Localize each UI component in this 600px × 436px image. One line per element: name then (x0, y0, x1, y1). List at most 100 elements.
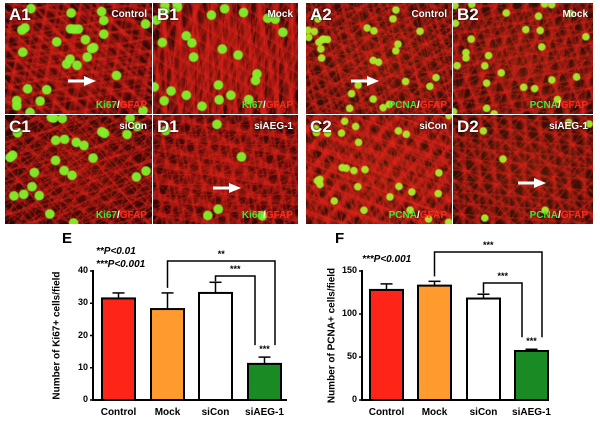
panel-label-a2: A2 (310, 5, 332, 24)
x-tick-label: Control (100, 407, 137, 418)
y-tick-label: 30 (77, 297, 88, 308)
micrograph-a2: A2 Control PCNA/GFAP (306, 3, 452, 114)
micrograph-a1: A1 Control Ki67/GFAP (5, 3, 152, 114)
stain-red-label: GFAP (419, 100, 447, 111)
stain-legend: PCNA/GFAP (530, 210, 588, 221)
arrow-icon (518, 175, 546, 188)
condition-label: siAEG-1 (254, 121, 293, 132)
panel-label-d1: D1 (157, 117, 179, 136)
significance-stars-bar: *** (259, 344, 270, 355)
stain-separator: / (262, 100, 266, 111)
y-axis-label: Number of Ki67+ cells/field (51, 270, 63, 400)
micrograph-b1: B1 Mock Ki67/GFAP (153, 3, 298, 114)
significance-stars-bar: *** (526, 336, 537, 347)
stain-legend: Ki67/GFAP (242, 210, 293, 221)
y-tick-label: 0 (82, 394, 88, 404)
stain-separator: / (557, 100, 561, 111)
micrograph-texture (306, 115, 452, 224)
stain-separator: / (116, 100, 120, 111)
x-tick-label: siAEG-1 (512, 407, 551, 418)
stain-legend: Ki67/GFAP (96, 210, 147, 221)
micrograph-d1: D1 siAEG-1 Ki67/GFAP (153, 115, 298, 224)
x-tick-label: siCon (201, 407, 230, 418)
y-tick-label: 10 (77, 361, 88, 372)
arrow-icon (68, 73, 96, 86)
significance-stars-inner: *** (229, 264, 241, 274)
stain-green-label: PCNA (529, 100, 558, 111)
y-tick-label: 0 (351, 394, 357, 404)
arrow-icon (351, 73, 379, 86)
y-tick-label: 50 (346, 351, 357, 361)
micrograph-texture (153, 3, 298, 114)
x-tick-label: siCon (469, 407, 498, 418)
stain-green-label: Ki67 (241, 100, 263, 111)
condition-label: Control (111, 9, 147, 20)
y-tick-label: 100 (341, 308, 357, 318)
stain-legend: Ki67/GFAP (96, 100, 147, 111)
micrograph-texture (5, 115, 152, 224)
condition-label: siCon (419, 121, 447, 132)
stain-separator: / (557, 210, 561, 221)
stain-legend: Ki67/GFAP (242, 100, 293, 111)
micrograph-texture (453, 3, 593, 114)
condition-label: Mock (562, 9, 588, 20)
stain-red-label: GFAP (419, 210, 447, 221)
stain-green-label: PCNA (388, 100, 417, 111)
panel-label-b1: B1 (157, 5, 179, 24)
stain-red-label: GFAP (560, 100, 588, 111)
stain-separator: / (416, 100, 420, 111)
arrow-icon (213, 180, 241, 193)
stain-separator: / (262, 210, 266, 221)
stain-separator: / (416, 210, 420, 221)
stain-legend: PCNA/GFAP (389, 210, 447, 221)
x-tick-label: Mock (154, 407, 181, 418)
condition-label: siAEG-1 (549, 121, 588, 132)
stain-legend: PCNA/GFAP (530, 100, 588, 111)
significance-stars-outer: ** (217, 249, 225, 259)
x-tick-label: siAEG-1 (245, 407, 284, 418)
p-value-note: ***P<0.001 (362, 254, 412, 265)
stain-green-label: PCNA (529, 210, 558, 221)
stain-red-label: GFAP (265, 210, 293, 221)
y-axis-label: Number of PCNA+ cells/field (326, 267, 338, 403)
stain-red-label: GFAP (560, 210, 588, 221)
stain-red-label: GFAP (119, 210, 147, 221)
panel-label-c2: C2 (310, 117, 332, 136)
stain-green-label: Ki67 (241, 210, 263, 221)
stain-green-label: Ki67 (95, 100, 117, 111)
stain-red-label: GFAP (119, 100, 147, 111)
panel-label-c1: C1 (9, 117, 31, 136)
stain-green-label: Ki67 (95, 210, 117, 221)
stain-separator: / (116, 210, 120, 221)
x-tick-label: Mock (421, 407, 448, 418)
condition-label: siCon (119, 121, 147, 132)
condition-label: Control (411, 9, 447, 20)
y-tick-label: 20 (77, 329, 88, 340)
significance-stars-outer: *** (482, 240, 494, 250)
panel-label-a1: A1 (9, 5, 31, 24)
chart-e: E (0, 225, 300, 436)
y-tick-label: 150 (341, 265, 357, 275)
micrograph-texture (153, 115, 298, 224)
y-tick-label: 40 (77, 265, 88, 275)
panel-label-b2: B2 (457, 5, 479, 24)
micrograph-b2: B2 Mock PCNA/GFAP (453, 3, 593, 114)
chart-f: F (300, 225, 600, 436)
x-tick-label: Control (368, 407, 405, 418)
stain-red-label: GFAP (265, 100, 293, 111)
micrograph-c1: C1 siCon Ki67/GFAP (5, 115, 152, 224)
micrograph-c2: C2 siCon PCNA/GFAP (306, 115, 452, 224)
p-value-note: **P<0.01 (96, 246, 136, 257)
p-value-note: ***P<0.001 (96, 259, 146, 270)
condition-label: Mock (267, 9, 293, 20)
stain-legend: PCNA/GFAP (389, 100, 447, 111)
micrograph-texture (306, 3, 452, 114)
significance-stars-inner: *** (497, 271, 508, 281)
micrograph-d2: D2 siAEG-1 PCNA/GFAP (453, 115, 593, 224)
micrograph-texture (5, 3, 152, 114)
panel-label-f: F (335, 230, 345, 247)
stain-green-label: PCNA (388, 210, 417, 221)
panel-label-e: E (62, 230, 73, 247)
micrograph-texture (453, 115, 593, 224)
panel-label-d2: D2 (457, 117, 479, 136)
